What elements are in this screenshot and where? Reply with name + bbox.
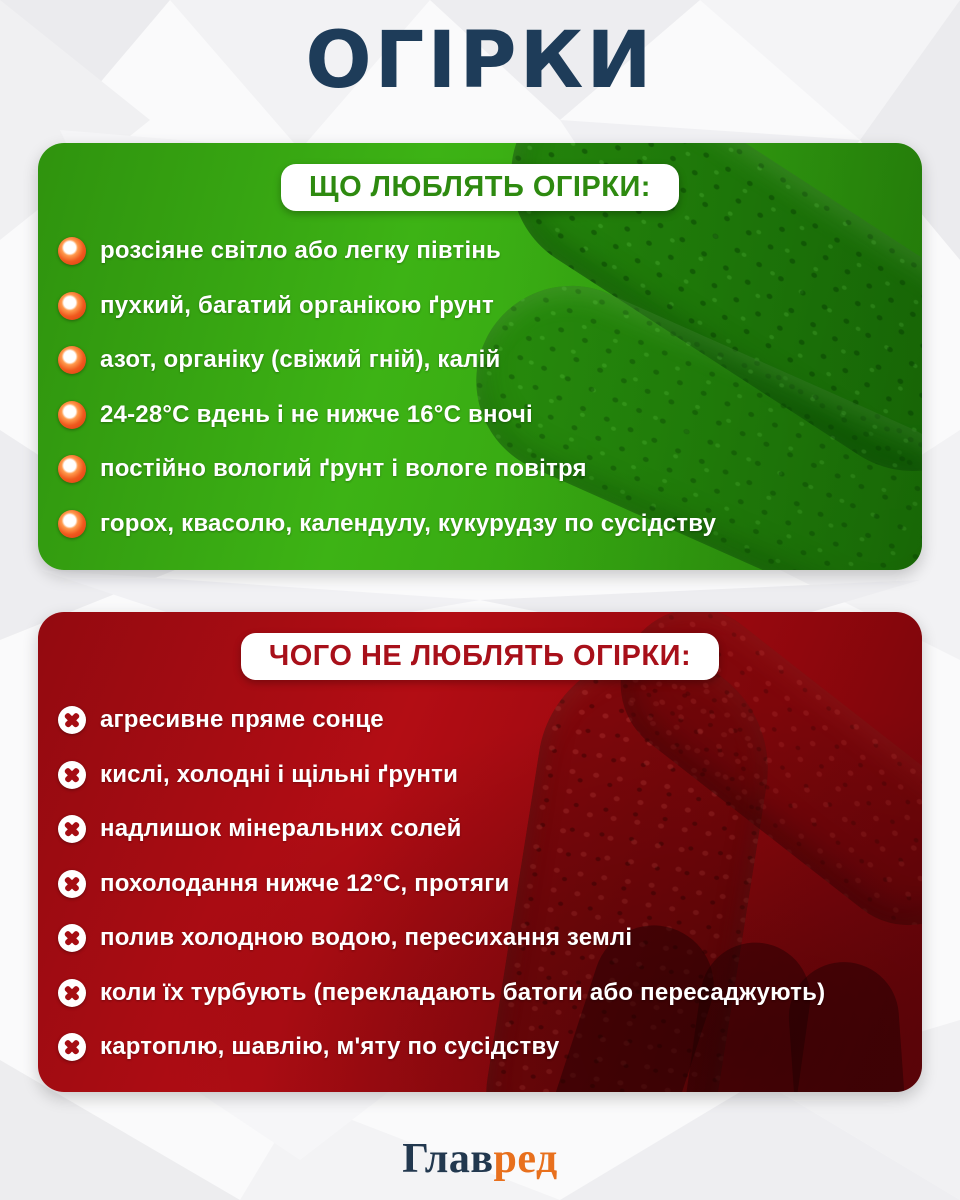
dislikes-card: ЧОГО НЕ ЛЮБЛЯТЬ ОГІРКИ: агресивне пряме … bbox=[38, 612, 922, 1092]
list-item: пухкий, багатий органікою ґрунт bbox=[58, 279, 902, 334]
footer-logo: Глав ред bbox=[0, 1118, 960, 1200]
list-item-label: надлишок мінеральних солей bbox=[100, 815, 462, 843]
dislikes-list: агресивне пряме сонце кислі, холодні і щ… bbox=[38, 693, 922, 1075]
list-item: розсіяне світло або легку півтінь bbox=[58, 224, 902, 279]
list-item: похолодання нижче 12°С, протяги bbox=[58, 857, 902, 912]
list-item: надлишок мінеральних солей bbox=[58, 802, 902, 857]
list-item-label: картоплю, шавлію, м'яту по сусідству bbox=[100, 1033, 560, 1061]
dot-icon bbox=[58, 400, 86, 429]
x-icon bbox=[58, 815, 86, 844]
x-icon bbox=[58, 1033, 86, 1062]
dislikes-header-pill: ЧОГО НЕ ЛЮБЛЯТЬ ОГІРКИ: bbox=[240, 633, 720, 680]
page-title: ОГІРКИ bbox=[305, 16, 655, 106]
likes-header-pill: ЩО ЛЮБЛЯТЬ ОГІРКИ: bbox=[281, 164, 679, 211]
list-item-label: азот, органіку (свіжий гній), калій bbox=[100, 346, 501, 374]
dislikes-card-header: ЧОГО НЕ ЛЮБЛЯТЬ ОГІРКИ: bbox=[38, 633, 922, 680]
list-item: постійно вологий ґрунт і вологе повітря bbox=[58, 442, 902, 497]
list-item: полив холодною водою, пересихання землі bbox=[58, 911, 902, 966]
list-item-label: похолодання нижче 12°С, протяги bbox=[100, 869, 510, 897]
dot-icon bbox=[58, 455, 86, 484]
list-item-label: 24-28°С вдень і не нижче 16°С вночі bbox=[100, 400, 533, 428]
list-item-label: розсіяне світло або легку півтінь bbox=[100, 237, 502, 265]
list-item: горох, квасолю, календулу, кукурудзу по … bbox=[58, 497, 902, 552]
list-item: агресивне пряме сонце bbox=[58, 693, 902, 748]
list-item: картоплю, шавлію, м'яту по сусідству bbox=[58, 1020, 902, 1075]
list-item-label: горох, квасолю, календулу, кукурудзу по … bbox=[100, 509, 717, 537]
list-item: коли їх турбують (перекладають батоги аб… bbox=[58, 966, 902, 1021]
list-item-label: кислі, холодні і щільні ґрунти bbox=[100, 760, 459, 788]
list-item-label: коли їх турбують (перекладають батоги аб… bbox=[100, 978, 826, 1006]
dot-icon bbox=[58, 346, 86, 375]
x-icon bbox=[58, 924, 86, 953]
logo-text-glav: Глав bbox=[402, 1136, 494, 1182]
x-icon bbox=[58, 978, 86, 1007]
list-item: азот, органіку (свіжий гній), калій bbox=[58, 333, 902, 388]
list-item-label: пухкий, багатий органікою ґрунт bbox=[100, 291, 494, 319]
list-item-label: постійно вологий ґрунт і вологе повітря bbox=[100, 455, 587, 483]
likes-card-header: ЩО ЛЮБЛЯТЬ ОГІРКИ: bbox=[38, 164, 922, 211]
dot-icon bbox=[58, 237, 86, 266]
x-icon bbox=[58, 869, 86, 898]
likes-card: ЩО ЛЮБЛЯТЬ ОГІРКИ: розсіяне світло або л… bbox=[38, 143, 922, 570]
dot-icon bbox=[58, 291, 86, 320]
list-item-label: полив холодною водою, пересихання землі bbox=[100, 924, 633, 952]
logo-text-red: ред bbox=[493, 1136, 558, 1182]
likes-list: розсіяне світло або легку півтінь пухкий… bbox=[38, 224, 922, 551]
list-item: кислі, холодні і щільні ґрунти bbox=[58, 748, 902, 803]
x-icon bbox=[58, 706, 86, 735]
list-item: 24-28°С вдень і не нижче 16°С вночі bbox=[58, 388, 902, 443]
list-item-label: агресивне пряме сонце bbox=[100, 706, 384, 734]
dot-icon bbox=[58, 509, 86, 538]
x-icon bbox=[58, 760, 86, 789]
